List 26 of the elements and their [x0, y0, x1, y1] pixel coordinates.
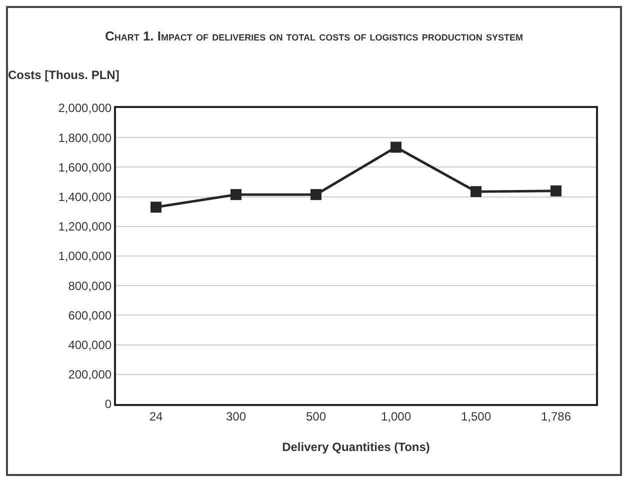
point	[310, 189, 322, 200]
y-tick-label: 600,000	[68, 308, 112, 322]
y-axis-title: Costs [Thous. PLN]	[8, 68, 120, 82]
x-tick-label: 24	[149, 409, 163, 424]
x-tick-label: 300	[226, 409, 246, 424]
point	[390, 142, 402, 153]
y-tick-label: 1,800,000	[58, 130, 112, 145]
point	[230, 189, 242, 200]
x-axis-title: Delivery Quantities (Tons)	[282, 440, 430, 454]
chart-title: Chart 1. Impact of deliveries on total costs of logistics production system	[104, 28, 524, 44]
y-tick-label: 1,000,000	[58, 249, 112, 264]
y-tick-label: 200,000	[68, 368, 112, 382]
point	[470, 186, 482, 198]
x-tick-label: 1,000	[380, 409, 412, 424]
y-tick-label: 1,400,000	[58, 190, 112, 204]
x-tick-label: 1,786	[540, 409, 572, 424]
y-tick-label: 1,200,000	[58, 220, 112, 234]
point	[150, 202, 162, 213]
y-tick-label: 800,000	[68, 278, 112, 293]
x-tick-label: 500	[306, 409, 326, 424]
y-tick-label: 0	[104, 397, 112, 412]
point	[550, 185, 562, 196]
y-tick-label: 400,000	[68, 338, 112, 352]
y-tick-label: 1,600,000	[58, 160, 112, 174]
y-tick-label: 2,000,000	[58, 101, 112, 116]
x-tick-label: 1,500	[460, 409, 492, 424]
